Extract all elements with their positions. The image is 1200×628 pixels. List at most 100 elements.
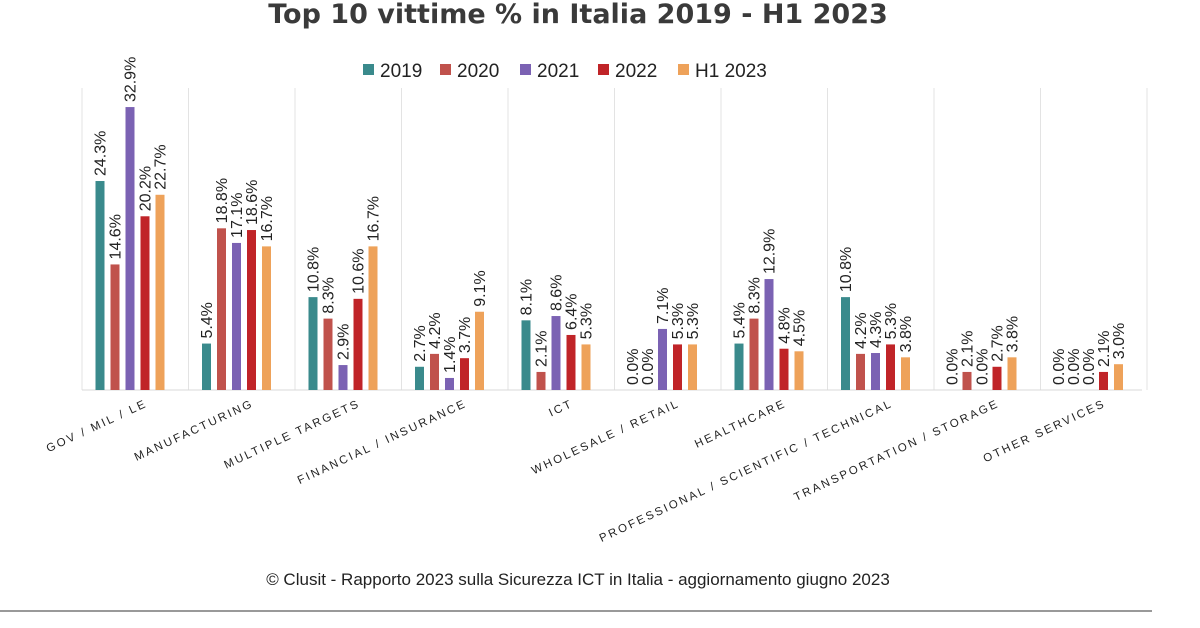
- bar-7-4: [901, 357, 910, 390]
- value-label-4-4: 5.3%: [579, 303, 596, 339]
- value-label-3-1: 4.2%: [427, 312, 444, 348]
- value-label-4-1: 2.1%: [534, 330, 551, 366]
- bar-8-3: [992, 366, 1002, 390]
- value-label-2-0: 10.8%: [306, 247, 323, 292]
- value-label-6-3: 4.8%: [777, 307, 794, 343]
- bar-1-3: [247, 230, 256, 390]
- value-label-5-1: 0.0%: [640, 349, 657, 385]
- value-label-8-3: 2.7%: [990, 325, 1007, 361]
- value-label-4-3: 6.4%: [564, 293, 581, 329]
- value-label-0-0: 24.3%: [93, 131, 110, 176]
- value-label-7-1: 4.2%: [853, 312, 870, 348]
- value-label-7-0: 10.8%: [838, 247, 855, 292]
- bar-7-3: [886, 344, 895, 390]
- value-label-5-4: 5.3%: [685, 303, 702, 339]
- value-label-9-4: 3.0%: [1111, 323, 1128, 359]
- value-label-8-0: 0.0%: [945, 349, 962, 385]
- legend-label-2: 2021: [537, 61, 579, 82]
- value-label-6-4: 4.5%: [792, 310, 809, 346]
- legend: 2019 2020 2021 2022 H1 2023: [363, 61, 767, 82]
- value-label-9-0: 0.0%: [1051, 349, 1068, 385]
- value-label-8-1: 2.1%: [960, 330, 977, 366]
- value-label-1-4: 16.7%: [259, 196, 276, 241]
- value-label-6-0: 5.4%: [732, 302, 749, 338]
- value-label-1-0: 5.4%: [199, 302, 216, 338]
- bar-4-3: [566, 334, 576, 390]
- bar-1-0: [202, 343, 211, 390]
- value-label-9-1: 0.0%: [1066, 349, 1083, 385]
- bar-9-3: [1099, 371, 1108, 390]
- legend-swatch-0: [363, 64, 374, 75]
- value-label-0-1: 14.6%: [108, 214, 125, 259]
- value-label-0-2: 32.9%: [123, 57, 140, 102]
- value-label-8-2: 0.0%: [975, 349, 992, 385]
- value-label-2-2: 2.9%: [336, 324, 353, 360]
- category-label-3: FINANCIAL / INSURANCE: [296, 398, 469, 487]
- bar-2-2: [338, 365, 348, 390]
- bar-9-4: [1114, 364, 1123, 390]
- legend-swatch-4: [678, 64, 689, 75]
- bar-2-3: [353, 298, 363, 390]
- bar-4-0: [521, 320, 531, 390]
- bar-0-3: [140, 216, 150, 390]
- legend-label-0: 2019: [380, 61, 422, 82]
- bar-8-1: [962, 371, 972, 390]
- value-label-2-4: 16.7%: [366, 196, 383, 241]
- value-label-1-1: 18.8%: [214, 178, 231, 223]
- bar-5-4: [688, 344, 697, 390]
- bar-1-1: [217, 228, 226, 390]
- bar-2-0: [308, 297, 318, 390]
- category-label-4: ICT: [547, 398, 575, 420]
- bar-3-0: [415, 366, 424, 390]
- bar-6-3: [779, 348, 789, 390]
- value-labels: 24.3%14.6%32.9%20.2%22.7%5.4%18.8%17.1%1…: [93, 57, 1129, 385]
- bar-0-4: [155, 194, 165, 390]
- value-label-1-3: 18.6%: [244, 180, 261, 225]
- bar-7-1: [856, 353, 865, 390]
- bars: [95, 107, 1123, 390]
- bar-6-1: [749, 318, 759, 390]
- value-label-1-2: 17.1%: [229, 193, 246, 238]
- value-label-3-2: 1.4%: [442, 336, 459, 372]
- bar-8-4: [1007, 357, 1017, 390]
- source-note: © Clusit - Rapporto 2023 sulla Sicurezza…: [266, 570, 890, 589]
- bar-1-4: [262, 246, 271, 390]
- value-label-5-3: 5.3%: [670, 303, 687, 339]
- value-label-2-1: 8.3%: [321, 277, 338, 313]
- legend-swatch-1: [440, 64, 451, 75]
- bar-5-2: [658, 328, 667, 390]
- legend-swatch-2: [520, 64, 531, 75]
- legend-label-4: H1 2023: [695, 61, 767, 82]
- bar-6-0: [734, 343, 744, 390]
- category-label-8: TRANSPORTATION / STORAGE: [792, 398, 1001, 504]
- value-label-2-3: 10.6%: [351, 248, 368, 293]
- bar-2-1: [323, 318, 333, 390]
- value-label-6-2: 12.9%: [762, 229, 779, 274]
- bar-0-0: [95, 181, 105, 390]
- bar-1-2: [232, 242, 241, 390]
- bar-0-2: [125, 107, 135, 390]
- bar-7-0: [841, 297, 850, 390]
- value-label-3-4: 9.1%: [472, 270, 489, 306]
- value-label-4-0: 8.1%: [519, 279, 536, 315]
- bar-3-1: [430, 353, 439, 390]
- value-label-7-3: 5.3%: [883, 303, 900, 339]
- bar-6-4: [794, 351, 804, 390]
- bar-4-2: [551, 316, 561, 390]
- value-label-3-3: 3.7%: [457, 317, 474, 353]
- value-label-0-3: 20.2%: [138, 166, 155, 211]
- bar-5-3: [673, 344, 682, 390]
- category-separators: [81, 88, 1148, 390]
- value-label-7-4: 3.8%: [898, 316, 915, 352]
- value-label-0-4: 22.7%: [153, 144, 170, 189]
- bar-0-1: [110, 264, 120, 390]
- bar-2-4: [368, 246, 378, 390]
- category-label-0: GOV / MIL / LE: [45, 398, 150, 455]
- value-label-3-0: 2.7%: [412, 325, 429, 361]
- bar-6-2: [764, 279, 774, 390]
- bar-3-2: [445, 377, 454, 390]
- bar-3-3: [460, 358, 469, 390]
- category-label-6: HEALTHCARE: [693, 398, 788, 451]
